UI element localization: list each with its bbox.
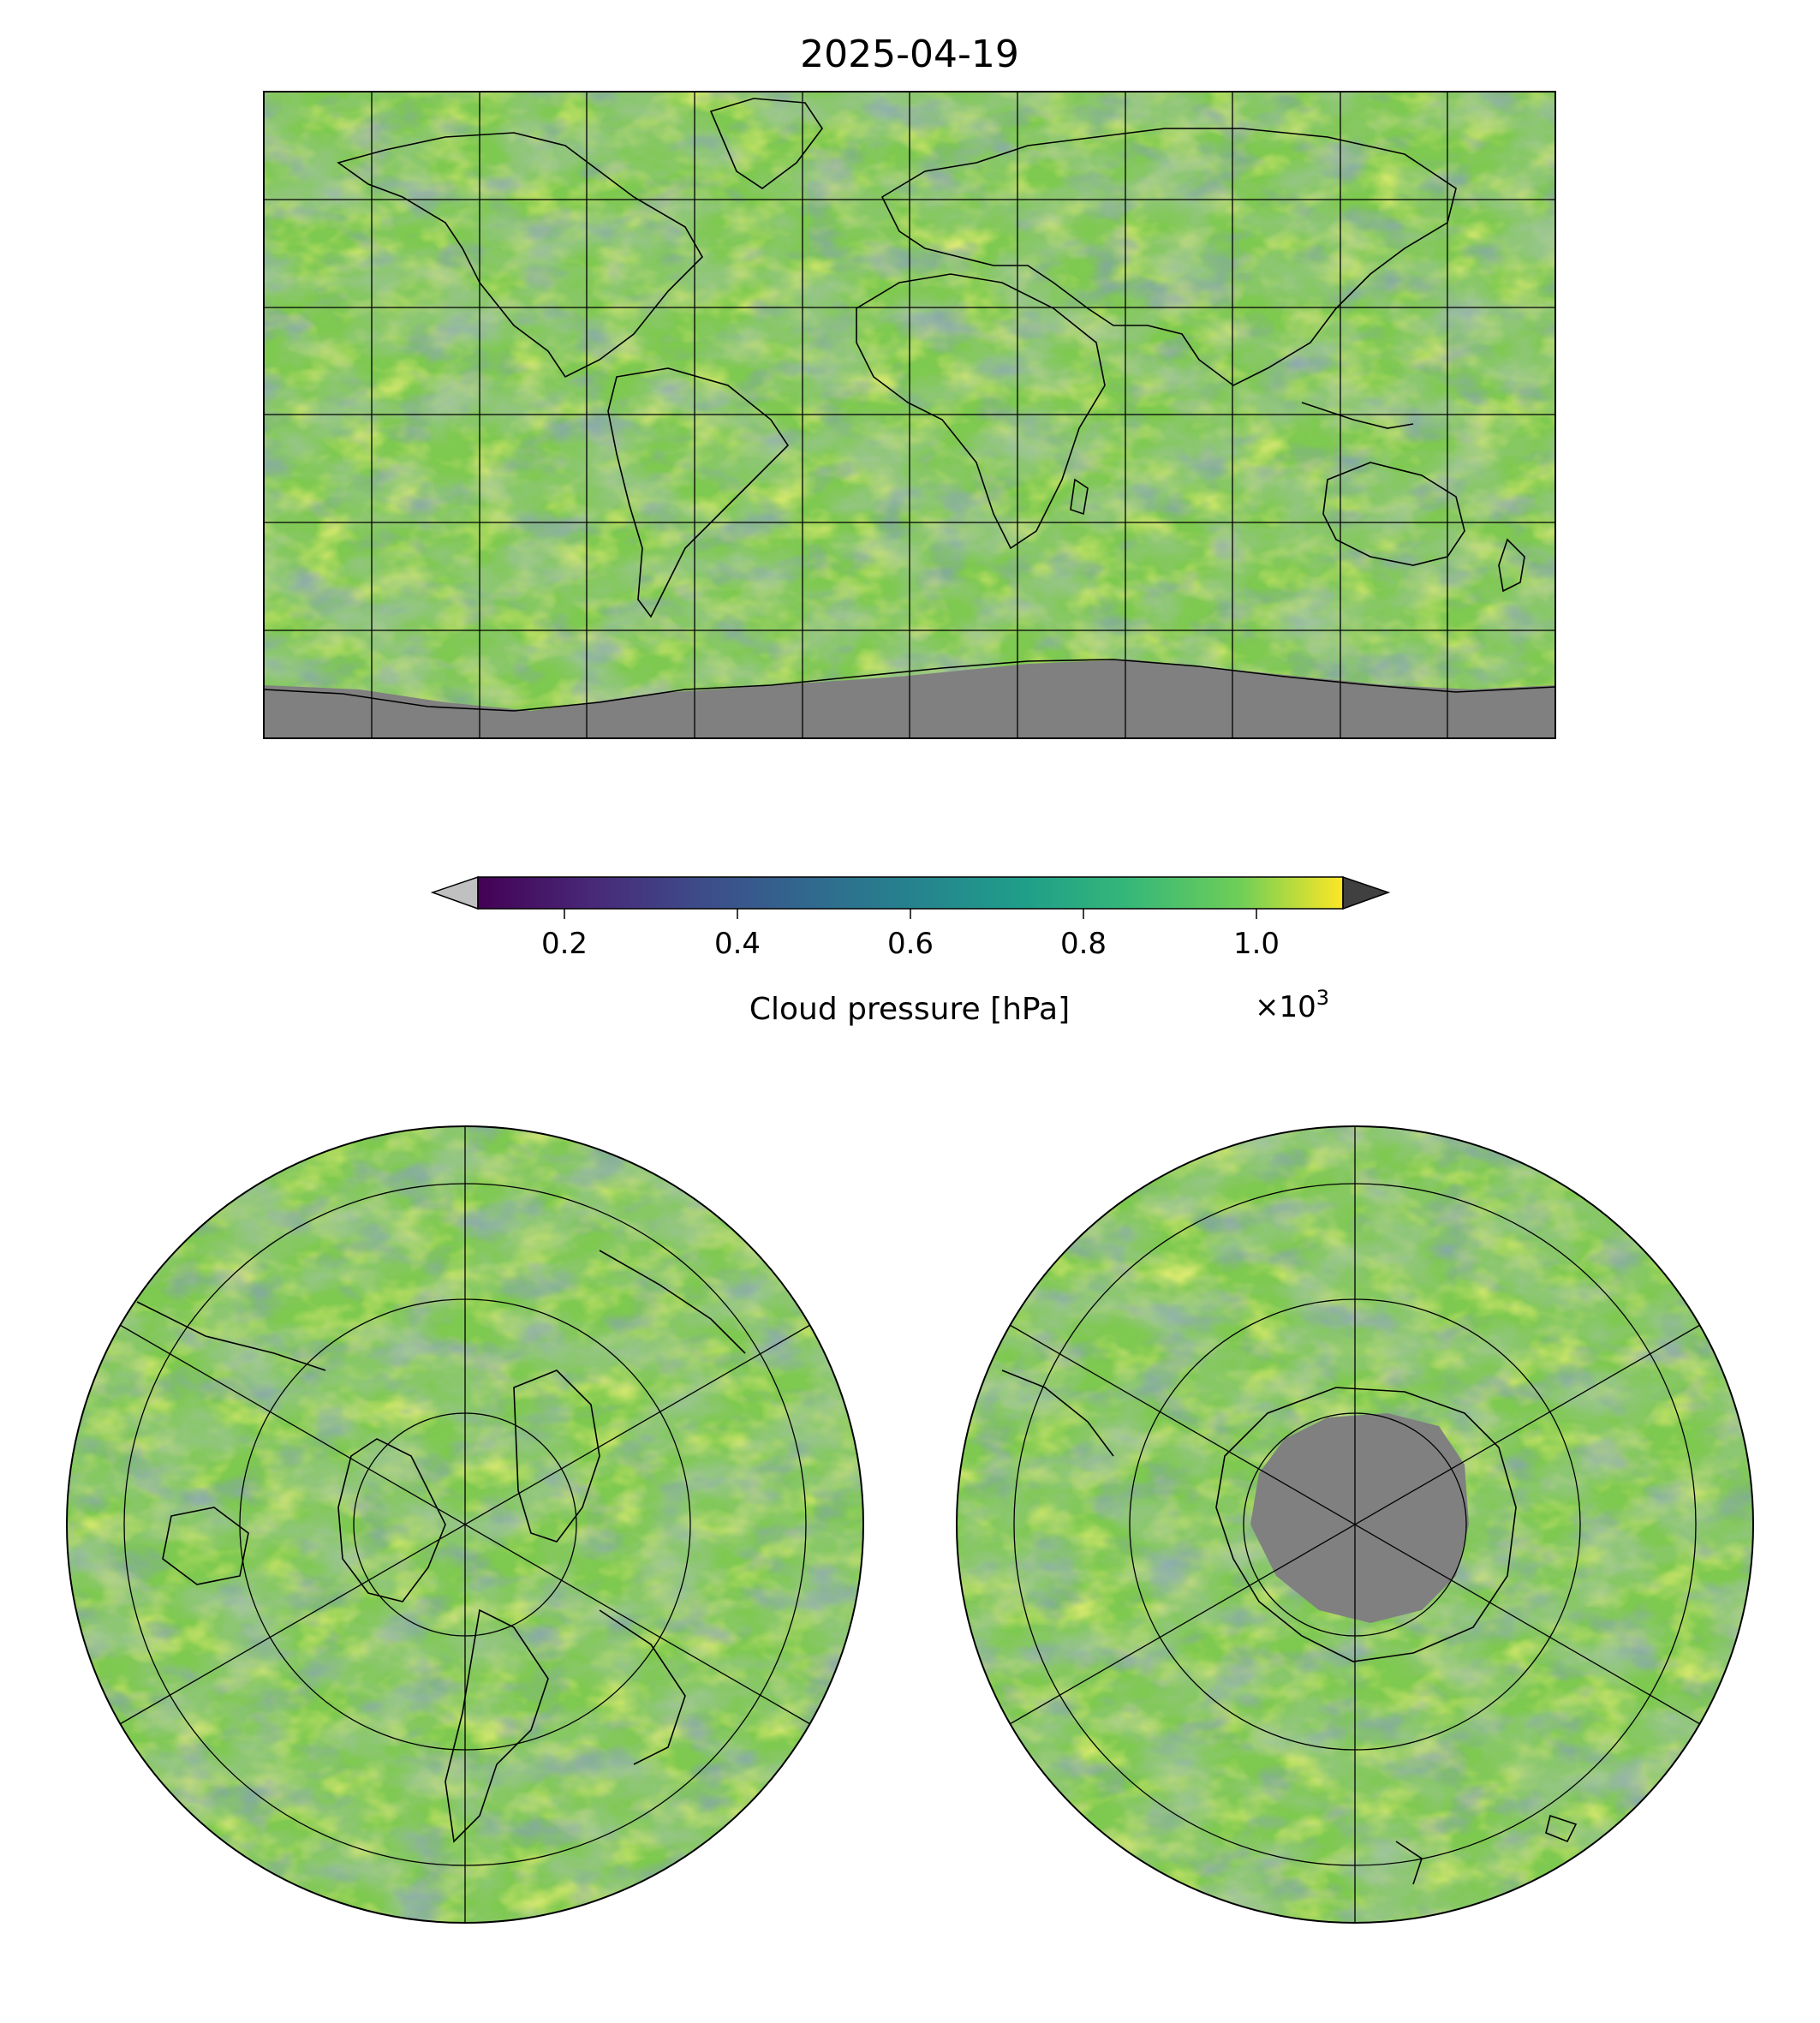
colorbar-under-extension (430, 875, 479, 910)
colorbar-tick-label: 1.0 (1233, 927, 1280, 961)
colorbar-tick-label: 0.4 (714, 927, 761, 961)
colorbar-tick-label: 0.2 (541, 927, 588, 961)
global-map-frame (263, 91, 1556, 739)
north-gridlines (119, 1126, 811, 1923)
colorbar-over-extension (1342, 875, 1391, 910)
colorbar-multiplier-exp: 3 (1316, 986, 1329, 1010)
south-map-frame (956, 1125, 1754, 1924)
colorbar-multiplier-base: ×10 (1255, 990, 1316, 1024)
colorbar-multiplier: ×103 (1255, 986, 1329, 1024)
antarctica-no-data-south (1250, 1413, 1469, 1623)
colorbar-tick-label: 0.6 (887, 927, 934, 961)
south-gridlines (1009, 1126, 1701, 1923)
north-coastlines (136, 1250, 746, 1843)
colorbar: 0.2 0.4 0.6 0.8 1.0 Cloud pressure [hPa] ×10… (430, 875, 1391, 1027)
north-map-frame (66, 1125, 864, 1924)
global-map (263, 91, 1556, 739)
colorbar-tick-label: 0.8 (1060, 927, 1107, 961)
colorbar-gradient (478, 877, 1343, 909)
global-gridlines (264, 92, 1555, 738)
north-polar-map (66, 1125, 864, 1924)
figure-title: 2025-04-19 (800, 33, 1019, 76)
colorbar-ticks: 0.2 0.4 0.6 0.8 1.0 (541, 909, 1280, 961)
colorbar-label: Cloud pressure [hPa] (749, 992, 1070, 1027)
global-coastlines (264, 98, 1555, 712)
south-polar-map (956, 1125, 1754, 1924)
